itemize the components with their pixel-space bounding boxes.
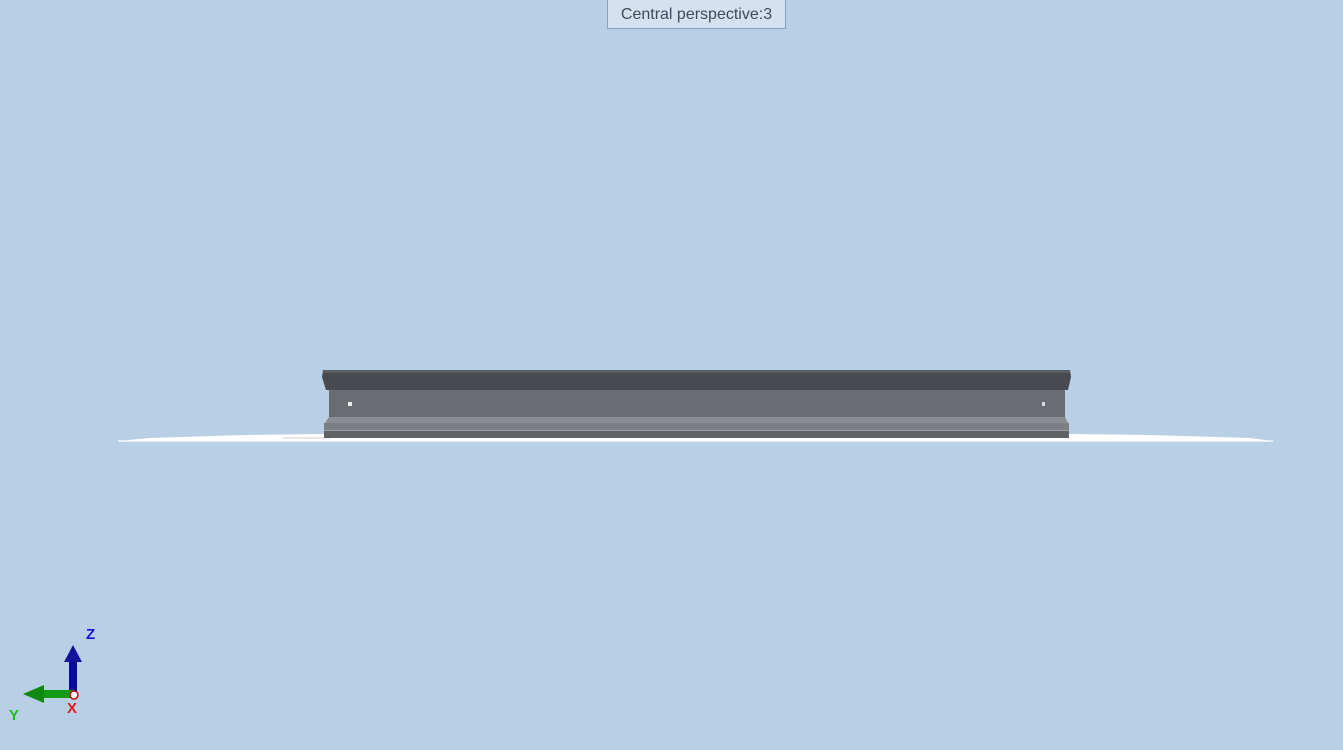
web-face: [329, 390, 1065, 417]
lower-chamfer: [325, 417, 1068, 423]
z-axis-label: Z: [86, 626, 96, 643]
y-axis-arrowhead: [23, 685, 44, 703]
top-flange: [322, 370, 1071, 390]
mounting-hole-left: [348, 402, 352, 406]
bottom-flange: [324, 423, 1069, 431]
z-axis-shaft: [69, 658, 77, 694]
mounting-hole-right: [1042, 402, 1045, 406]
x-axis-origin: [69, 690, 79, 700]
triad-graphic: [23, 645, 82, 703]
rail-profile-part[interactable]: [322, 370, 1071, 438]
top-flange-edge: [323, 370, 1070, 373]
view-orientation-label[interactable]: Central perspective:3: [607, 0, 786, 29]
z-axis-arrowhead: [64, 645, 82, 662]
y-axis-shaft: [40, 690, 74, 698]
y-axis-label: Y: [9, 707, 20, 724]
bottom-base: [324, 431, 1069, 438]
coordinate-triad[interactable]: Z Y X: [0, 620, 110, 730]
x-axis-label: X: [67, 700, 78, 717]
